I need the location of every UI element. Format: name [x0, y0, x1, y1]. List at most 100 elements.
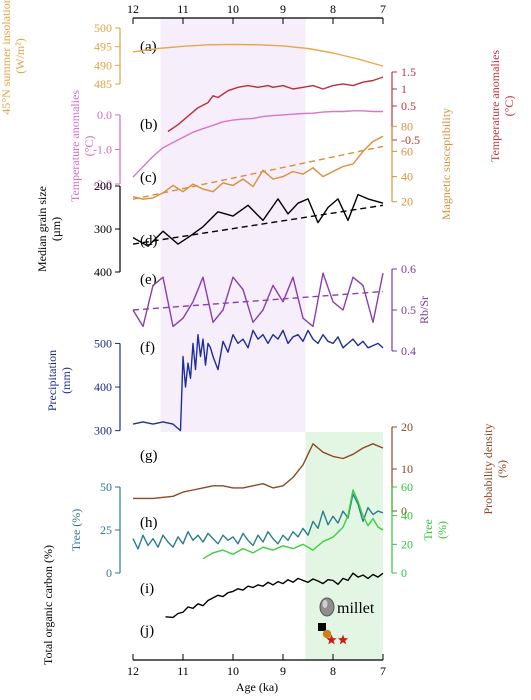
data-line	[167, 76, 384, 133]
y-tick-label: 25	[100, 523, 112, 537]
y-axis-label: Tree(%)	[421, 519, 449, 541]
panel-label: (c)	[140, 170, 157, 186]
y-tick-label: 0	[401, 504, 407, 518]
trend-line	[132, 204, 384, 245]
x-tick-label: 12	[127, 2, 139, 16]
y-tick-label: 200	[94, 179, 112, 193]
y-tick-label: 0.4	[401, 344, 416, 358]
y-tick-label: 400	[94, 265, 112, 279]
y-tick-label: 500	[94, 21, 112, 35]
y-tick-label: 0.5	[401, 303, 416, 317]
y-tick-label: 80	[401, 119, 413, 133]
x-tick-label: 8	[330, 664, 336, 678]
panel-label: (e)	[140, 272, 157, 288]
y-axis-label: 45°N summer insolation(W/m²)	[0, 0, 27, 115]
y-tick-label: 20	[401, 537, 413, 551]
panel-i: (i) Total organic carbon (%)	[41, 545, 384, 665]
data-line	[202, 489, 384, 560]
y-tick-label: 40	[401, 170, 413, 184]
panel-label: (a)	[140, 39, 157, 55]
y-axis-label: Precipitation(mm)	[45, 350, 73, 411]
data-line	[132, 193, 384, 247]
trend-line	[132, 290, 384, 311]
data-line	[132, 110, 383, 178]
shaded-intervals	[160, 18, 383, 660]
y-tick-label: 1	[401, 82, 407, 96]
y-tick-label: 50	[100, 480, 112, 494]
x-tick-label: 12	[127, 664, 139, 678]
x-tick-label: 7	[380, 2, 386, 16]
data-line	[133, 443, 384, 500]
marker-square	[318, 623, 326, 631]
y-tick-label: 490	[94, 58, 112, 72]
y-tick-label: 40	[401, 509, 413, 523]
y-axis-label: Probability density(%)	[481, 424, 509, 515]
panel-e: (e) 0.4 0.5 0.6 Rb/Sr	[132, 262, 431, 358]
y-axis-label: Tree (%)	[69, 509, 83, 552]
y-tick-label: 400	[94, 380, 112, 394]
panel-label: (g)	[140, 448, 158, 464]
y-tick-label: 20	[401, 420, 413, 434]
panel-g: (g) 0 10 20 Probability density(%)	[133, 420, 509, 518]
y-tick-label: -0.5	[401, 133, 420, 147]
data-line	[132, 272, 384, 328]
panel-a: (a) 485 490 495 500 45°N summer insolation(W/…	[0, 0, 384, 115]
x-tick-label: 10	[227, 2, 239, 16]
x-tick-label: 7	[380, 664, 386, 678]
x-tick-label: 9	[280, 664, 286, 678]
data-line	[132, 329, 384, 432]
y-axis-label: Magnetic susceptibility	[439, 108, 453, 220]
y-tick-label: 485	[94, 77, 112, 91]
y-tick-label: 1.5	[401, 65, 416, 79]
panel-c: (c) 20 40 60 80 Magnetic susceptibility	[132, 108, 453, 220]
x-axis-label: Age (ka)	[236, 680, 278, 694]
y-axis-label: Median grain size(µm)	[35, 186, 63, 272]
y-axis-label: Temperature anomalies(°C)	[68, 90, 96, 202]
x-tick-label: 11	[177, 664, 189, 678]
y-tick-label: 60	[401, 144, 413, 158]
x-tick-label: 9	[280, 2, 286, 16]
panel-label: (i)	[140, 581, 154, 597]
y-tick-label: 0	[106, 566, 112, 580]
y-axis-label: Temperature anomalies(°C)	[488, 50, 516, 162]
y-tick-label: 10	[401, 462, 413, 476]
millet-grain	[319, 597, 335, 617]
millet-icon	[319, 597, 335, 617]
y-tick-label: 300	[94, 222, 112, 236]
shaded-interval	[160, 18, 306, 432]
y-tick-label: 0.0	[97, 108, 112, 122]
y-axis-label: Total organic carbon (%)	[41, 545, 55, 665]
y-tick-label: 495	[94, 40, 112, 54]
x-tick-label: 11	[177, 2, 189, 16]
y-tick-label: 60	[401, 480, 413, 494]
trend-line	[132, 145, 384, 200]
panel-label: (d)	[140, 233, 158, 249]
y-tick-label: -2.0	[93, 177, 112, 191]
marker-circle	[322, 629, 332, 639]
y-tick-label: 0.5	[401, 99, 416, 113]
marker-star	[337, 634, 349, 645]
y-tick-label: 20	[401, 195, 413, 209]
y-axis-label: Rb/Sr	[417, 296, 431, 324]
panel-f: (f) 300 400 500 Precipitation(mm)	[45, 329, 384, 438]
panel-label: (j)	[140, 623, 154, 639]
data-line	[132, 493, 384, 550]
millet-highlight	[322, 600, 328, 608]
data-line	[165, 572, 384, 619]
panel-label: (h)	[140, 515, 158, 531]
y-tick-label: 0	[401, 566, 407, 580]
millet-label: millet	[337, 600, 375, 617]
y-tick-label: -1.0	[93, 142, 112, 156]
x-tick-label: 10	[227, 664, 239, 678]
panel-j: (j) millet	[140, 597, 375, 645]
data-line	[132, 135, 384, 200]
y-tick-label: 300	[94, 424, 112, 438]
data-line	[132, 43, 384, 67]
panel-d: (d) 200 300 400 Median grain size(µm)	[35, 179, 384, 279]
marker-star	[326, 634, 337, 645]
y-tick-label: 500	[94, 336, 112, 350]
panel-label: (f)	[140, 340, 155, 356]
